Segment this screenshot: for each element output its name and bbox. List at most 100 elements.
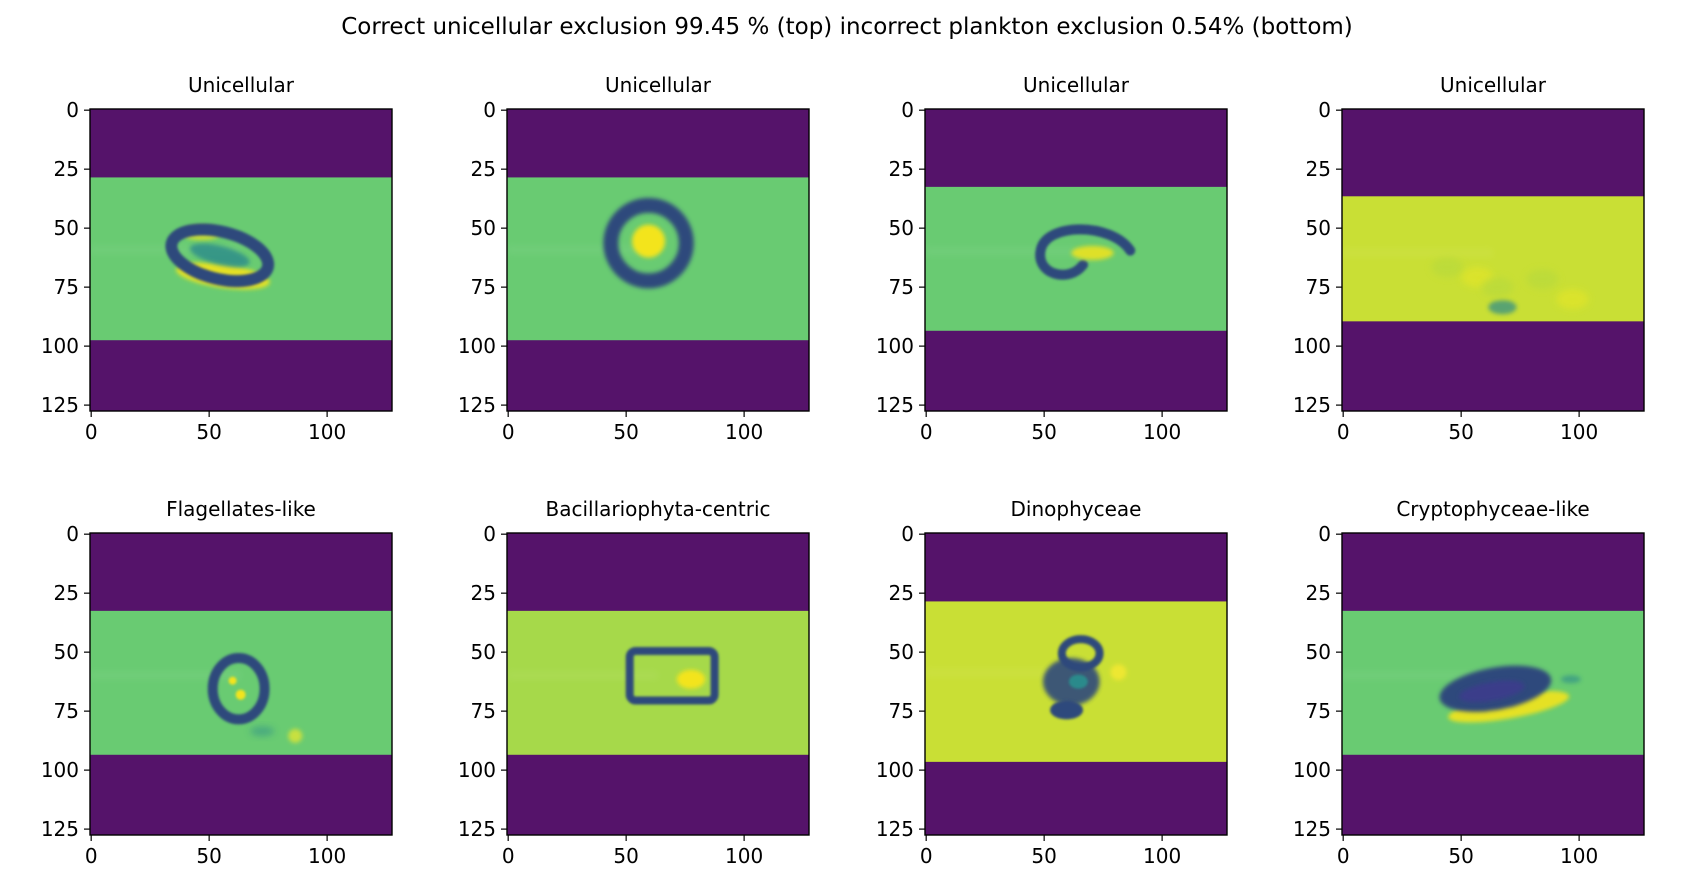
axes-frame xyxy=(89,108,393,412)
y-tick-label: 100 xyxy=(876,758,914,782)
y-tick-label: 50 xyxy=(1306,216,1331,240)
y-tick-label: 0 xyxy=(901,522,914,546)
specimen xyxy=(1431,257,1589,315)
y-tick-label: 50 xyxy=(54,216,79,240)
y-tick-label: 125 xyxy=(1293,817,1331,841)
x-tick-label: 0 xyxy=(920,420,933,444)
cell-core xyxy=(676,669,706,689)
cell-tail xyxy=(1560,675,1581,684)
panel-grid: Unicellular 0 50 100 0 25 50 75 100 125 Unicellula… xyxy=(41,73,1645,868)
image-content-band xyxy=(507,610,809,755)
y-tick-label: 100 xyxy=(41,758,79,782)
panel-title: Bacillariophyta-centric xyxy=(545,497,770,521)
panel-title: Flagellates-like xyxy=(166,497,316,521)
panel-title: Unicellular xyxy=(188,73,295,97)
x-tick-label: 0 xyxy=(1337,420,1350,444)
axes-frame xyxy=(506,532,810,836)
cell-core xyxy=(1068,674,1088,689)
x-tick-label: 100 xyxy=(725,420,763,444)
streak xyxy=(507,671,658,680)
cell-core xyxy=(1459,680,1525,703)
y-tick-label: 75 xyxy=(1306,275,1331,299)
streak xyxy=(1342,671,1493,680)
streak xyxy=(925,668,1076,677)
y-tick-label: 125 xyxy=(458,393,496,417)
cell-dot xyxy=(235,689,246,700)
x-tick-label: 0 xyxy=(85,420,98,444)
y-tick-label: 100 xyxy=(876,334,914,358)
axes-frame xyxy=(1341,108,1645,412)
y-tick-label: 50 xyxy=(471,640,496,664)
y-tick-label: 25 xyxy=(1306,157,1331,181)
y-tick-label: 75 xyxy=(889,699,914,723)
y-tick-label: 125 xyxy=(876,393,914,417)
y-tick-label: 125 xyxy=(1293,393,1331,417)
x-tick-label: 0 xyxy=(920,844,933,868)
panel-3: Unicellular 0 50 100 0 25 50 75 100 125 xyxy=(876,73,1228,444)
x-tick-label: 0 xyxy=(502,844,515,868)
axes-frame xyxy=(924,532,1228,836)
x-tick-label: 50 xyxy=(196,844,221,868)
panel-6: Bacillariophyta-centric 0 50 100 0 25 50 75 100 1… xyxy=(458,497,810,868)
panel-8: Cryptophyceae-like 0 50 100 0 25 50 75 100 125 xyxy=(1293,497,1645,868)
y-tick-label: 0 xyxy=(66,98,79,122)
streak xyxy=(1342,248,1493,257)
specimen xyxy=(1042,635,1127,720)
streak xyxy=(90,245,241,254)
panel-4: Unicellular 0 50 100 0 25 50 75 100 125 xyxy=(1293,73,1645,444)
cell-core xyxy=(1071,245,1114,260)
y-tick-label: 0 xyxy=(66,522,79,546)
y-tick-label: 75 xyxy=(471,699,496,723)
y-tick-label: 100 xyxy=(1293,334,1331,358)
y-tick-label: 125 xyxy=(876,817,914,841)
cell-spot xyxy=(1488,300,1517,315)
cell-core xyxy=(189,243,250,268)
y-tick-label: 0 xyxy=(483,522,496,546)
x-tick-label: 100 xyxy=(1560,420,1598,444)
cell-dot xyxy=(228,676,237,685)
panel-title: Dinophyceae xyxy=(1011,497,1142,521)
y-tick-label: 100 xyxy=(41,334,79,358)
y-tick-label: 25 xyxy=(54,157,79,181)
specimen xyxy=(165,223,275,290)
y-tick-label: 50 xyxy=(889,640,914,664)
x-tick-label: 50 xyxy=(1031,844,1056,868)
noise-blob xyxy=(1481,277,1514,298)
streak xyxy=(925,247,1076,256)
y-tick-label: 25 xyxy=(889,157,914,181)
x-tick-label: 50 xyxy=(1448,844,1473,868)
y-tick-label: 50 xyxy=(54,640,79,664)
image-content-band xyxy=(1342,196,1644,322)
y-tick-label: 50 xyxy=(889,216,914,240)
axes-frame xyxy=(1341,532,1645,836)
specimen xyxy=(625,646,719,705)
cell-core xyxy=(632,224,666,258)
heatmap-image xyxy=(1342,109,1644,411)
x-tick-label: 0 xyxy=(1337,844,1350,868)
heatmap-image xyxy=(925,109,1227,411)
specimen xyxy=(603,197,694,289)
cell-dot xyxy=(288,728,303,743)
specimen xyxy=(1035,224,1136,280)
panel-title: Unicellular xyxy=(1023,73,1130,97)
image-content-band xyxy=(90,610,392,755)
y-tick-label: 0 xyxy=(1318,522,1331,546)
heatmap-image xyxy=(925,533,1227,835)
x-tick-label: 0 xyxy=(502,420,515,444)
axes-frame xyxy=(924,108,1228,412)
x-tick-label: 100 xyxy=(725,844,763,868)
y-tick-label: 100 xyxy=(1293,758,1331,782)
y-tick-label: 0 xyxy=(901,98,914,122)
cell-lobe xyxy=(1050,700,1084,720)
panel-7: Dinophyceae 0 50 100 0 25 50 75 100 125 xyxy=(876,497,1228,868)
heatmap-image xyxy=(1342,533,1644,835)
x-tick-label: 50 xyxy=(196,420,221,444)
y-tick-label: 100 xyxy=(458,334,496,358)
y-tick-label: 25 xyxy=(471,157,496,181)
heatmap-image xyxy=(90,533,392,835)
noise-blob xyxy=(1556,289,1589,310)
axes-frame xyxy=(89,532,393,836)
heatmap-image xyxy=(507,109,809,411)
streak xyxy=(507,245,658,254)
